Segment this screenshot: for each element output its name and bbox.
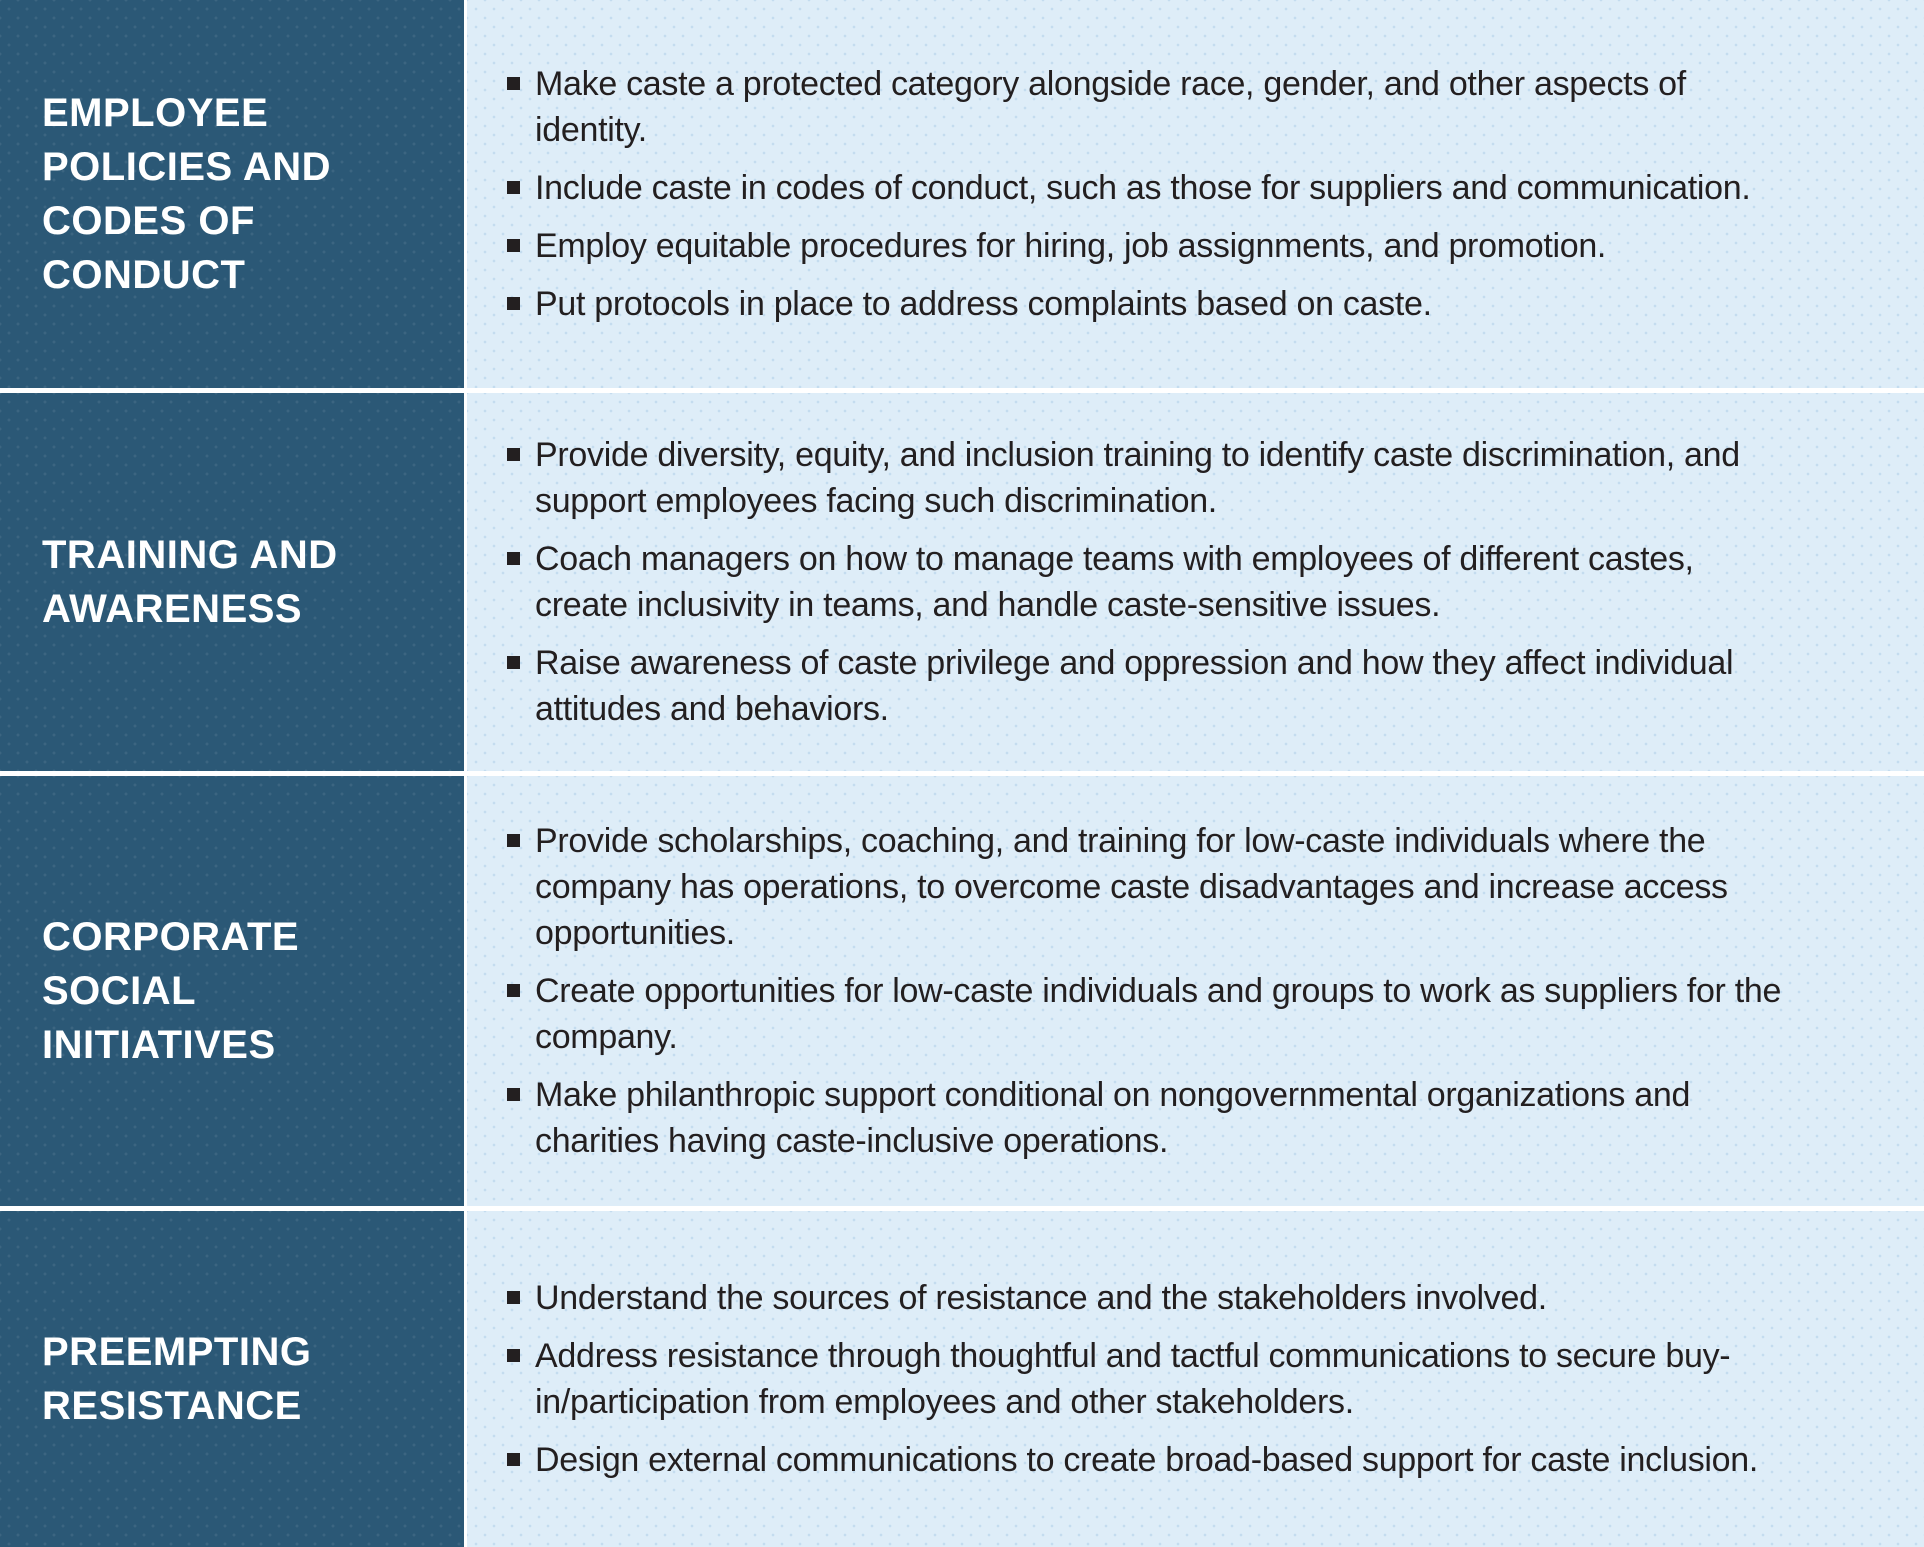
bullet-list-training-awareness: Provide diversity, equity, and inclusion… <box>507 432 1894 732</box>
row-header-employee-policies: EMPLOYEE POLICIES AND CODES OF CONDUCT <box>42 91 331 297</box>
row-header-cell-corporate-social: CORPORATE SOCIAL INITIATIVES <box>0 776 464 1206</box>
row-content-cell-corporate-social: Provide scholarships, coaching, and trai… <box>467 776 1924 1206</box>
row-header-cell-training-awareness: TRAINING AND AWARENESS <box>0 393 464 771</box>
row-content-cell-training-awareness: Provide diversity, equity, and inclusion… <box>467 393 1924 771</box>
row-header-corporate-social: CORPORATE SOCIAL INITIATIVES <box>42 915 300 1067</box>
row-content-cell-preempting-resistance: Understand the sources of resistance and… <box>467 1211 1924 1547</box>
bullet-item: Put protocols in place to address compla… <box>507 281 1792 327</box>
row-header-training-awareness: TRAINING AND AWARENESS <box>42 533 338 631</box>
bullet-item: Provide scholarships, coaching, and trai… <box>507 818 1792 956</box>
row-header-cell-employee-policies: EMPLOYEE POLICIES AND CODES OF CONDUCT <box>0 0 464 388</box>
bullet-item: Design external communications to create… <box>507 1437 1792 1483</box>
bullet-item: Create opportunities for low-caste indiv… <box>507 968 1792 1060</box>
bullet-list-corporate-social: Provide scholarships, coaching, and trai… <box>507 818 1894 1164</box>
bullet-item: Provide diversity, equity, and inclusion… <box>507 432 1792 524</box>
row-content-cell-employee-policies: Make caste a protected category alongsid… <box>467 0 1924 388</box>
bullet-item: Employ equitable procedures for hiring, … <box>507 223 1792 269</box>
bullet-item: Raise awareness of caste privilege and o… <box>507 640 1792 732</box>
bullet-item: Include caste in codes of conduct, such … <box>507 165 1792 211</box>
bullet-item: Coach managers on how to manage teams wi… <box>507 536 1792 628</box>
bullet-item: Address resistance through thoughtful an… <box>507 1333 1792 1425</box>
bullet-item: Make philanthropic support conditional o… <box>507 1072 1792 1164</box>
bullet-list-preempting-resistance: Understand the sources of resistance and… <box>507 1275 1894 1483</box>
bullet-item: Understand the sources of resistance and… <box>507 1275 1792 1321</box>
bullet-list-employee-policies: Make caste a protected category alongsid… <box>507 61 1894 327</box>
row-header-preempting-resistance: PREEMPTING RESISTANCE <box>42 1330 312 1428</box>
bullet-item: Make caste a protected category alongsid… <box>507 61 1792 153</box>
row-header-cell-preempting-resistance: PREEMPTING RESISTANCE <box>0 1211 464 1547</box>
